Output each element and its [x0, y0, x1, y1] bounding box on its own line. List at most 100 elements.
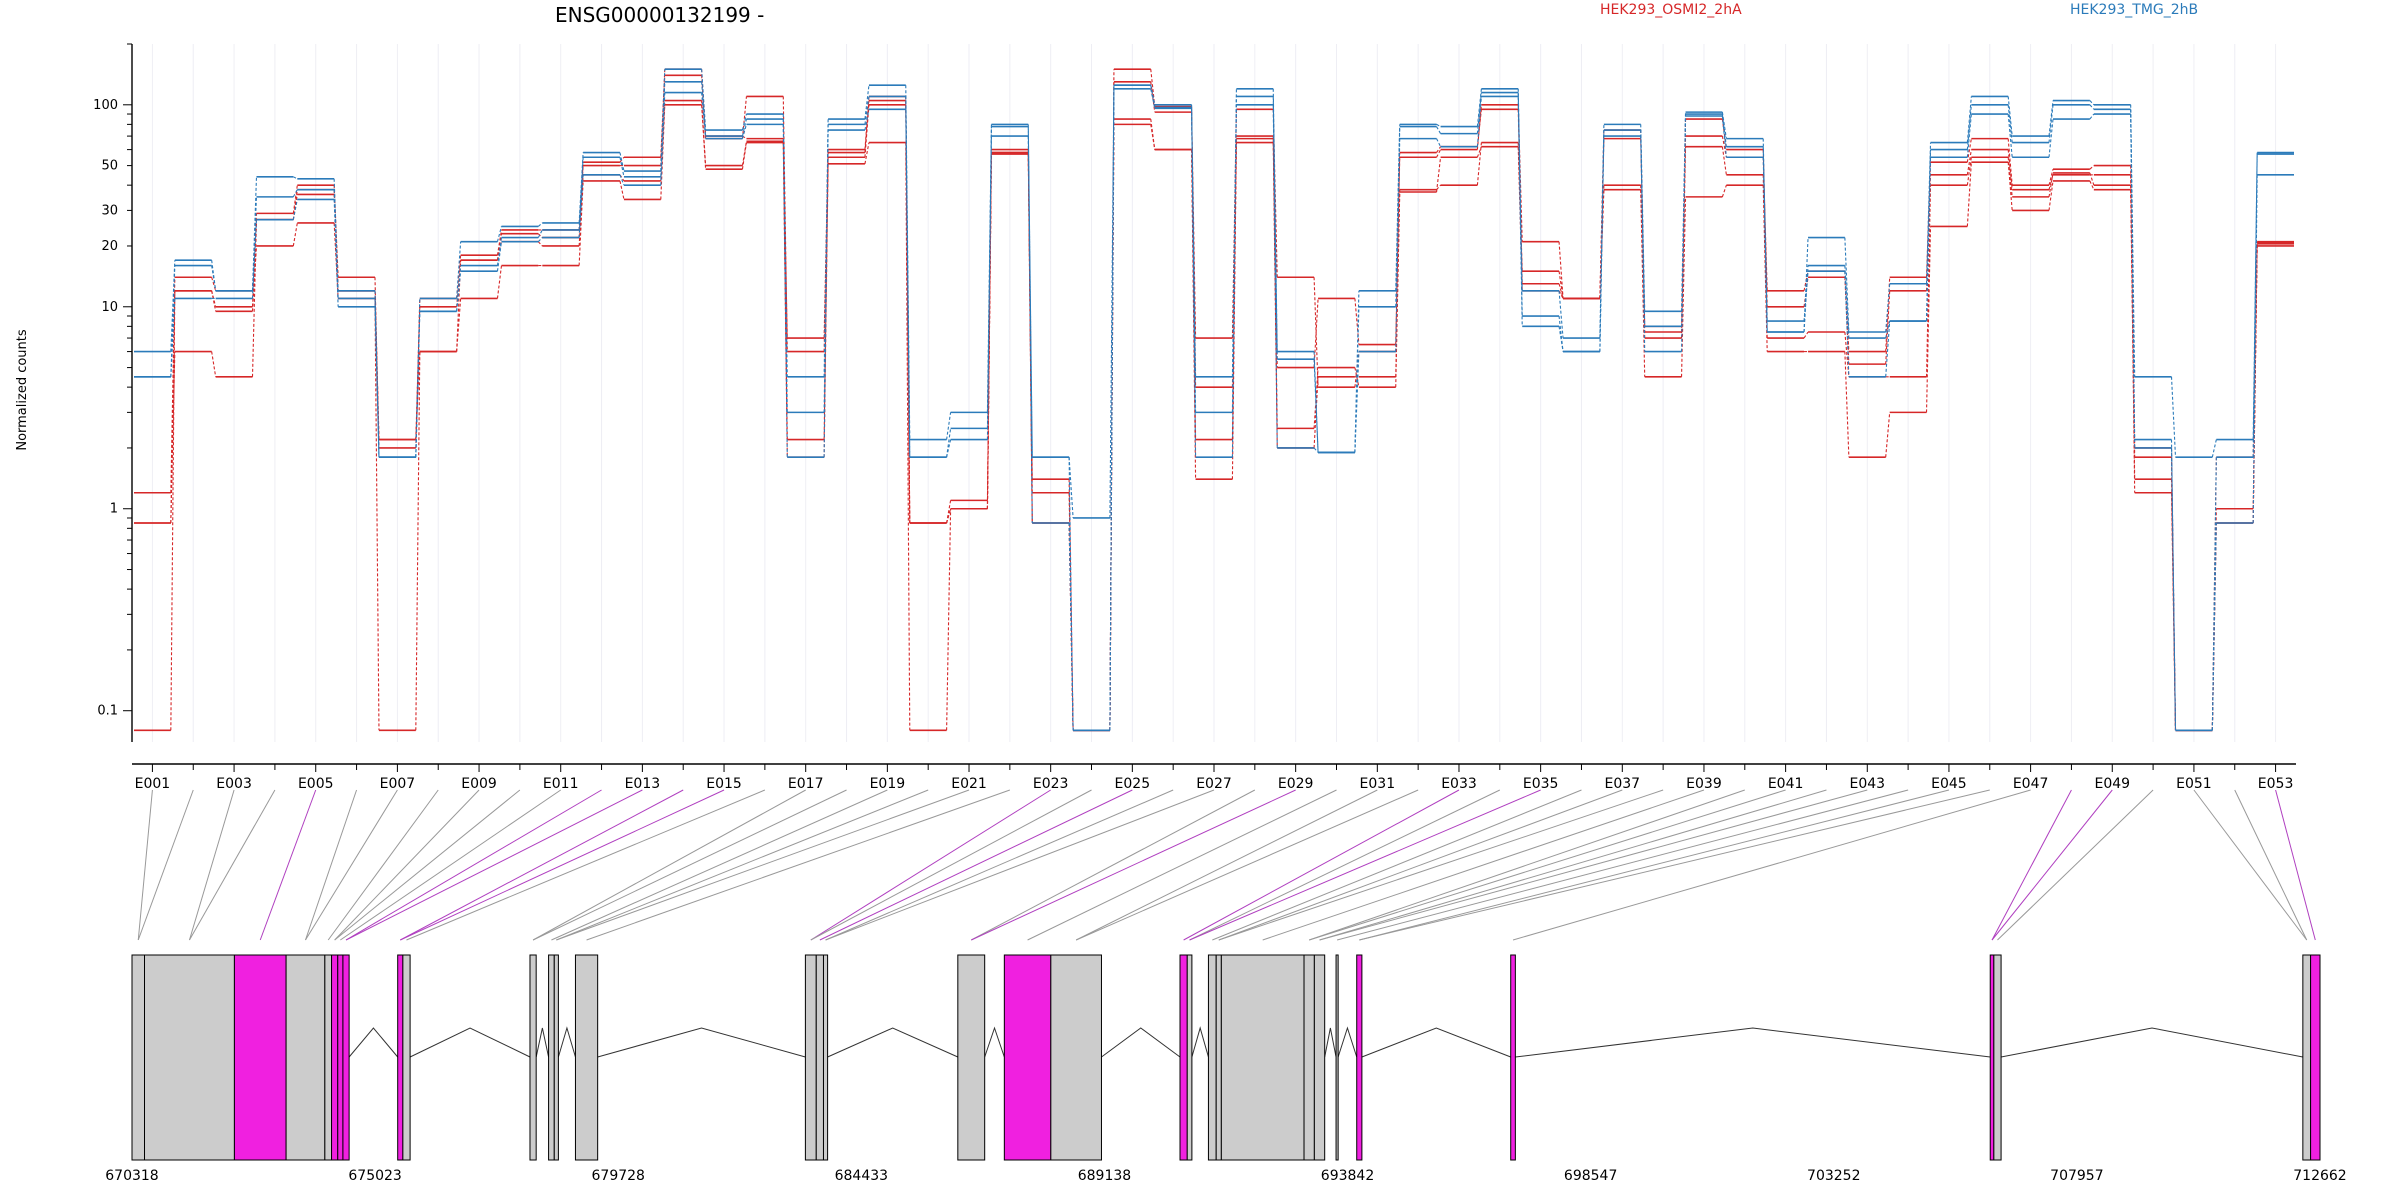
data-connector	[741, 141, 747, 166]
data-connector	[905, 142, 911, 731]
data-connector	[415, 311, 421, 458]
x-tick-label: E029	[1278, 776, 1314, 792]
x-tick-label: E001	[135, 776, 171, 792]
gene-model: 670318 675023 679728 684433 689138 693842 6985…	[105, 954, 2347, 1184]
data-connector	[496, 237, 503, 266]
connector-line	[1991, 789, 2072, 941]
connector-line	[1319, 789, 1827, 941]
connector-line	[345, 789, 602, 941]
connector-line	[1991, 789, 2113, 941]
data-connector	[946, 439, 952, 458]
series-6	[134, 88, 2294, 732]
data-connector	[864, 85, 870, 120]
data-connector	[1844, 237, 1850, 333]
data-connector	[456, 241, 462, 299]
y-tick-label: 10	[101, 300, 118, 315]
data-connector	[211, 290, 217, 312]
data-connector	[1313, 447, 1319, 453]
connector-line	[305, 789, 398, 941]
data-connector	[170, 290, 176, 731]
x-tick-label: E049	[2094, 776, 2130, 792]
data-connector	[782, 96, 788, 352]
genome-coord-label: 689138	[1078, 1168, 1131, 1184]
exon-block-highlight	[1003, 954, 1052, 1161]
intron	[827, 1027, 959, 1058]
intron	[1337, 1026, 1358, 1058]
exon-block-highlight	[397, 954, 404, 1161]
connector-line	[1027, 789, 1337, 941]
series-lines	[134, 68, 2294, 732]
connector-line	[551, 789, 888, 941]
connector-line	[406, 789, 766, 941]
exon-block	[402, 954, 411, 1161]
exon-block	[324, 954, 333, 1161]
connector-line	[188, 789, 235, 941]
legend-osmi2: HEK293_OSMI2_2hA	[1600, 2, 1742, 18]
data-connector	[1476, 96, 1482, 147]
exon-block	[1313, 954, 1326, 1161]
data-connector	[741, 142, 747, 170]
x-tick-label: E039	[1686, 776, 1722, 792]
data-connector	[2089, 165, 2095, 170]
intron	[984, 1026, 1005, 1058]
data-connector	[1231, 109, 1237, 339]
exon-block	[1186, 954, 1193, 1161]
data-connector	[741, 113, 747, 131]
x-tick-label: E005	[298, 776, 334, 792]
connector-line	[334, 789, 521, 941]
connector-line	[1359, 789, 1950, 941]
data-connector	[1558, 290, 1564, 339]
data-connector	[1885, 412, 1891, 458]
exon-block	[1993, 954, 2002, 1161]
exon-block	[131, 954, 146, 1161]
connector-line	[810, 789, 1092, 941]
genome-coord-label: 698547	[1564, 1168, 1617, 1184]
genome-coord-label: 675023	[348, 1168, 401, 1184]
connector-line	[1218, 789, 1664, 941]
exon-block	[1207, 954, 1217, 1161]
data-connector	[2007, 104, 2013, 143]
intron	[535, 1027, 550, 1058]
data-connector	[496, 229, 503, 256]
connector-line	[532, 789, 847, 941]
x-tick-label: E023	[1033, 776, 1069, 792]
data-connector	[619, 156, 625, 163]
exon-block	[2302, 954, 2312, 1161]
data-connector	[1436, 157, 1442, 193]
connector-line	[345, 789, 643, 941]
data-connector	[1966, 113, 1972, 158]
exon-block	[285, 954, 326, 1161]
data-connector	[1803, 265, 1809, 333]
data-connector	[660, 104, 666, 200]
data-connector	[619, 157, 625, 177]
data-connector	[1762, 157, 1768, 322]
intron	[1515, 1027, 1991, 1058]
exon-block-highlight	[1356, 954, 1363, 1161]
connector-line	[1189, 789, 1541, 941]
y-tick-label: 20	[101, 239, 118, 254]
x-tick-label: E035	[1523, 776, 1559, 792]
grid-lines	[151, 44, 2277, 742]
connector-line	[556, 789, 929, 941]
data-connector	[251, 219, 258, 299]
connector-line	[2193, 789, 2308, 941]
data-connector	[741, 96, 748, 139]
data-connector	[864, 109, 870, 131]
data-connector	[1721, 113, 1727, 147]
y-tick-label: 0.1	[97, 704, 118, 719]
connector-line	[400, 789, 725, 941]
data-connector	[660, 92, 666, 186]
data-connector	[864, 96, 870, 150]
connector-line	[1997, 789, 2154, 941]
data-connector	[1803, 331, 1809, 339]
exon-block	[1303, 954, 1315, 1161]
data-connector	[1966, 96, 1972, 143]
data-connector	[1313, 359, 1319, 453]
connector-line	[189, 789, 276, 941]
x-tick-label: E007	[380, 776, 416, 792]
data-connector	[456, 271, 462, 312]
data-connector	[2170, 376, 2177, 458]
x-tick-label: E041	[1768, 776, 1804, 792]
data-connector	[2089, 104, 2095, 110]
